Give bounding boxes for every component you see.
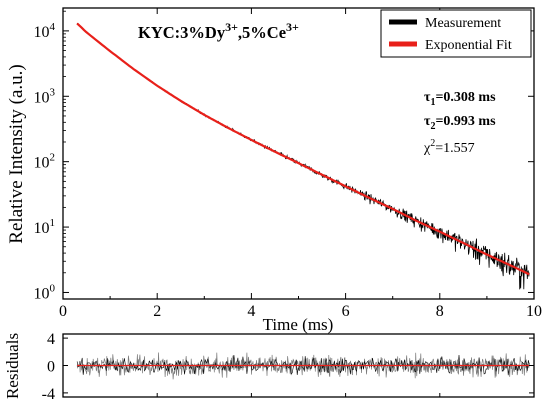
annotation-chi2: χ2=1.557 xyxy=(423,138,475,156)
x-axis-label: Time (ms) xyxy=(263,315,334,334)
y-tick-label: 103 xyxy=(34,86,56,106)
x-tick-label: 4 xyxy=(247,303,255,320)
residuals-axis-label: Residuals xyxy=(3,333,22,399)
annotation-tau1: τ1=0.308 ms xyxy=(424,90,496,108)
fit-annotations: τ1=0.308 ms τ2=0.993 ms χ2=1.557 xyxy=(423,90,496,156)
fit-series xyxy=(76,22,530,276)
main-plot-frame xyxy=(62,7,535,300)
residuals-panel: 4 0 -4 Residuals xyxy=(3,331,535,403)
main-data-layer xyxy=(76,22,530,290)
annotation-tau2: τ2=0.993 ms xyxy=(424,114,496,132)
x-tick-label: 8 xyxy=(436,303,444,320)
legend-box xyxy=(380,9,532,58)
residuals-ticks: 4 0 -4 xyxy=(42,331,535,403)
legend-label-measurement: Measurement xyxy=(425,16,501,31)
x-tick-label: 0 xyxy=(59,303,67,320)
legend: Measurement Exponential Fit xyxy=(380,9,532,58)
residuals-y-tick-label: 4 xyxy=(47,331,55,348)
x-tick-label: 6 xyxy=(342,303,350,320)
legend-label-fit: Exponential Fit xyxy=(425,38,512,53)
y-axis-label: Relative Intensity (a.u.) xyxy=(6,64,27,243)
x-tick-label: 10 xyxy=(526,303,542,320)
x-tick-label: 2 xyxy=(153,303,161,320)
y-tick-label: 100 xyxy=(34,282,56,302)
residuals-data-layer xyxy=(76,352,530,380)
residuals-y-tick-label: 0 xyxy=(47,359,55,376)
main-ticks: 0 2 4 6 8 10 100 101 102 103 104 xyxy=(34,8,542,320)
measurement-series xyxy=(76,23,530,290)
y-tick-label: 102 xyxy=(34,152,56,172)
main-panel: 0 2 4 6 8 10 100 101 102 103 104 KYC:3%Dy3+,5%Ce3+… xyxy=(6,7,542,334)
chart-title: KYC:3%Dy3+,5%Ce3+ xyxy=(138,20,299,42)
residuals-plot-frame xyxy=(62,333,535,398)
y-tick-label: 101 xyxy=(34,217,56,237)
residuals-series-dark xyxy=(76,354,530,376)
y-tick-label: 104 xyxy=(34,21,56,41)
residuals-y-tick-label: -4 xyxy=(42,386,55,403)
